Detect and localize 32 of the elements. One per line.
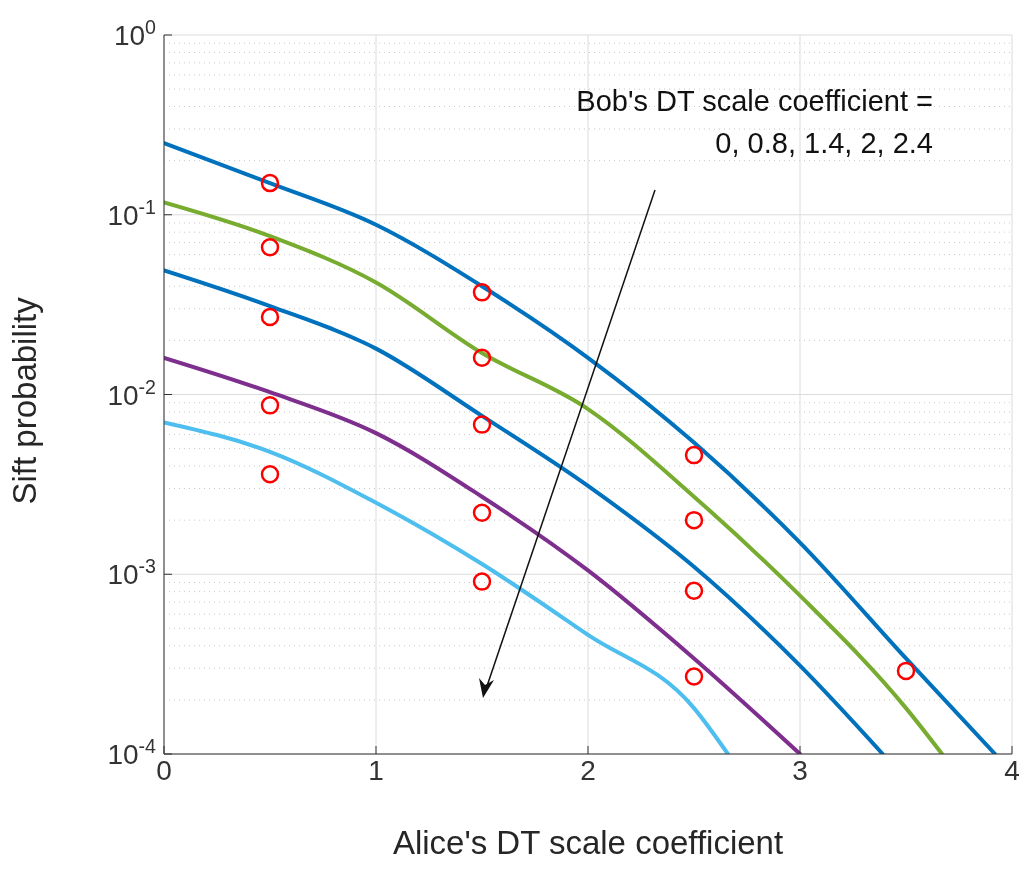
line-series: [164, 200, 945, 754]
x-tick-label: 3: [792, 754, 808, 786]
point: [684, 510, 704, 530]
point: [684, 581, 704, 600]
x-tick-label: 1: [368, 754, 384, 786]
line-series: [164, 420, 730, 754]
point: [472, 283, 492, 302]
y-tick-label: 10$^{-1}$: [107, 195, 156, 231]
annotation: Bob's DT scale coefficient = 0, 0.8, 1.4, 2, 2.4: [575, 84, 933, 161]
point: [684, 667, 704, 686]
point: [472, 348, 492, 368]
line-series: [164, 355, 802, 754]
point: [472, 503, 492, 522]
y-tick-label: 10$^{0}$: [113, 16, 157, 51]
x-tick-label: 0: [156, 754, 172, 786]
point: [260, 396, 280, 415]
line-series: [164, 268, 885, 754]
y-tick-label: 10$^{-4}$: [107, 735, 157, 770]
point: [472, 415, 492, 434]
point: [260, 307, 280, 327]
y-axis-title: Sift probability: [5, 296, 43, 505]
point: [260, 237, 280, 257]
x-tick-label: 4: [1004, 754, 1020, 786]
x-tick-label: 2: [580, 754, 596, 786]
y-tick-label: 10$^{-3}$: [107, 555, 157, 591]
y-tick-label: 10$^{-2}$: [107, 375, 156, 411]
x-axis-title: Alice's DT scale coefficient: [392, 824, 784, 861]
point: [684, 445, 704, 465]
point: [260, 173, 280, 193]
point: [260, 465, 280, 484]
point: [896, 661, 916, 681]
point: [472, 572, 492, 591]
